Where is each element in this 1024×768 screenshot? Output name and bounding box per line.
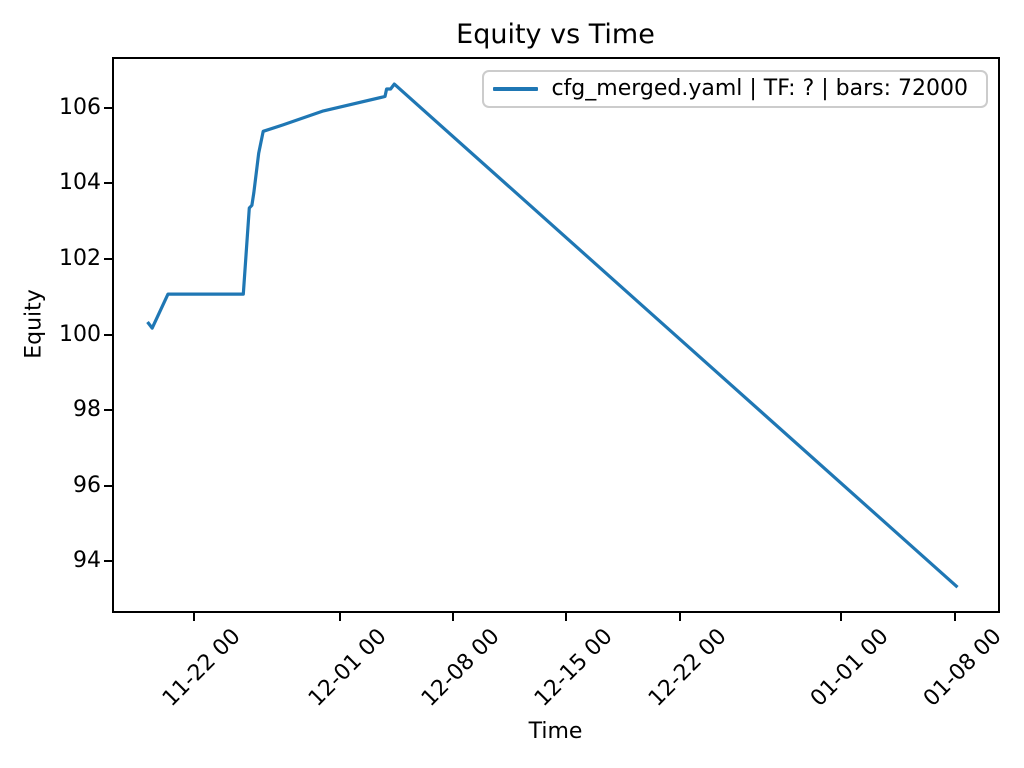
x-tick-mark (953, 613, 956, 621)
y-tick-label: 94 (73, 548, 101, 574)
y-tick-label: 102 (59, 245, 101, 271)
x-tick-mark (840, 613, 843, 621)
x-tick-label: 01-01 00 (805, 624, 894, 712)
y-tick-mark (104, 106, 112, 109)
x-tick-mark (678, 613, 681, 621)
chart-title: Equity vs Time (456, 19, 655, 50)
x-tick-mark (565, 613, 568, 621)
y-axis-label: Equity (21, 289, 47, 359)
x-tick-mark (451, 613, 454, 621)
x-tick-label: 11-22 00 (158, 624, 246, 712)
x-tick-label: 12-22 00 (643, 624, 732, 712)
x-tick-label: 01-08 00 (918, 624, 1007, 712)
plot-area (112, 57, 1000, 613)
legend-line-sample (493, 87, 539, 91)
x-tick-label: 12-15 00 (530, 624, 618, 712)
y-tick-mark (104, 182, 112, 185)
y-tick-label: 98 (73, 397, 101, 423)
y-tick-mark (104, 409, 112, 412)
legend-label: cfg_merged.yaml | TF: ? | bars: 72000 (551, 76, 968, 101)
y-tick-mark (104, 484, 112, 487)
x-tick-label: 12-01 00 (303, 624, 392, 712)
x-tick-mark (192, 613, 195, 621)
x-axis-label: Time (528, 719, 583, 744)
legend: cfg_merged.yaml | TF: ? | bars: 72000 (482, 70, 988, 108)
y-tick-mark (104, 257, 112, 260)
y-tick-label: 100 (59, 321, 101, 347)
y-tick-label: 106 (59, 94, 101, 120)
x-tick-mark (338, 613, 341, 621)
x-tick-label: 12-08 00 (417, 624, 505, 712)
y-tick-mark (104, 333, 112, 336)
y-tick-label: 96 (73, 472, 101, 498)
y-tick-mark (104, 560, 112, 563)
y-tick-label: 104 (59, 170, 101, 196)
